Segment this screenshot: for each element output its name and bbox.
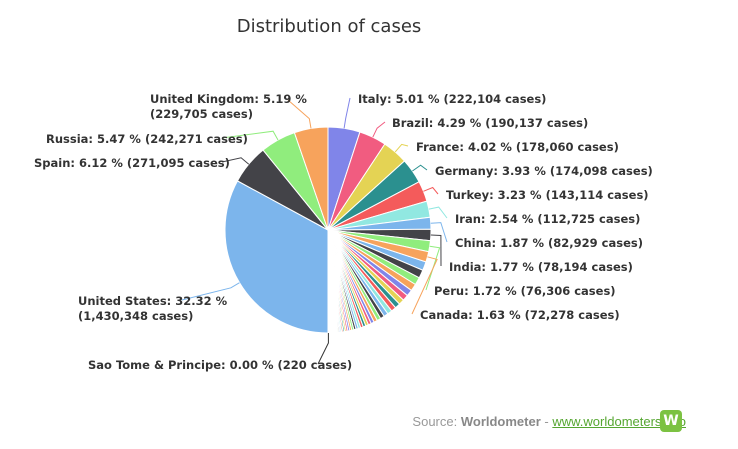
leader-line-india	[430, 234, 442, 267]
slice-label-france: France: 4.02 % (178,060 cases)	[416, 140, 619, 154]
chart-title: Distribution of cases	[237, 16, 422, 37]
leader-line-united-kingdom	[287, 99, 312, 129]
credit-prefix: Source:	[412, 414, 461, 429]
leader-line-iran	[428, 206, 448, 219]
leader-line-peru	[425, 245, 441, 291]
leader-line-germany	[412, 164, 428, 172]
leader-line-canada	[411, 256, 438, 315]
slice-label-iran: Iran: 2.54 % (112,725 cases)	[455, 212, 640, 226]
credit-separator: -	[540, 414, 553, 429]
slice-label-italy: Italy: 5.01 % (222,104 cases)	[358, 92, 546, 106]
leader-lines	[181, 97, 448, 365]
slice-label-united-kingdom: United Kingdom: 5.19 %	[150, 92, 307, 106]
slice-labels: United States: 32.32 %(1,430,348 cases) S…	[34, 92, 653, 372]
slice-label-germany: Germany: 3.93 % (174,098 cases)	[435, 164, 653, 178]
leader-line-united-states	[181, 282, 240, 301]
leader-line-spain	[221, 157, 250, 165]
leader-line-sao-tome-principe	[317, 333, 329, 365]
leader-line-italy	[343, 97, 351, 129]
pie-slices	[224, 126, 432, 334]
leader-line-russia	[221, 130, 279, 141]
leader-line-brazil	[372, 121, 386, 138]
slice-label-peru: Peru: 1.72 % (76,306 cases)	[434, 284, 616, 298]
slice-label-united-states: United States: 32.32 %	[78, 294, 228, 308]
slice-label-russia: Russia: 5.47 % (242,271 cases)	[46, 132, 248, 146]
slice-label-line2-united-kingdom: (229,705 cases)	[150, 107, 253, 121]
chart-credit: Source: Worldometer - www.worldometers.i…	[412, 414, 686, 429]
slice-label-china: China: 1.87 % (82,929 cases)	[455, 236, 643, 250]
slice-label-brazil: Brazil: 4.29 % (190,137 cases)	[392, 116, 588, 130]
worldometer-logo-icon[interactable]: W	[660, 410, 682, 432]
leader-line-china	[430, 222, 448, 243]
pie-slice-united-states[interactable]	[224, 180, 329, 334]
credit-source: Worldometer	[460, 414, 541, 429]
leader-line-france	[394, 143, 409, 153]
slice-label-turkey: Turkey: 3.23 % (143,114 cases)	[446, 188, 649, 202]
leader-line-turkey	[423, 186, 439, 195]
slice-label-line2-united-states: (1,430,348 cases)	[78, 309, 193, 323]
slice-label-spain: Spain: 6.12 % (271,095 cases)	[34, 156, 230, 170]
slice-label-canada: Canada: 1.63 % (72,278 cases)	[420, 308, 620, 322]
slice-label-india: India: 1.77 % (78,194 cases)	[449, 260, 633, 274]
credit-link[interactable]: www.worldometers.info	[552, 414, 686, 429]
slice-label-sao-tome-principe: Sao Tome & Principe: 0.00 % (220 cases)	[88, 358, 352, 372]
